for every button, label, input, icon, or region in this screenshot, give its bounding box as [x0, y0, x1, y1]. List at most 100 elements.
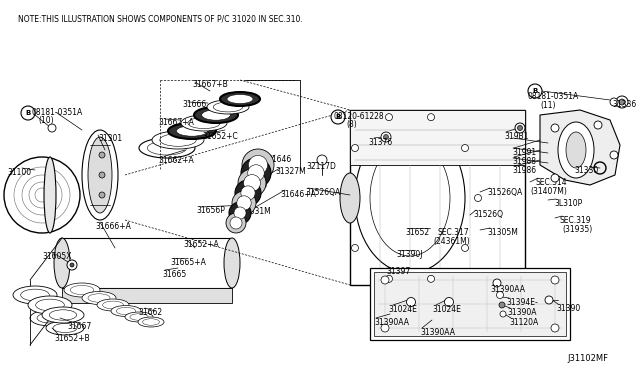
Ellipse shape	[152, 131, 204, 149]
Circle shape	[381, 132, 391, 142]
Circle shape	[493, 279, 501, 287]
Ellipse shape	[558, 122, 594, 178]
Ellipse shape	[248, 165, 264, 181]
Ellipse shape	[82, 292, 116, 305]
Text: 31667+B: 31667+B	[192, 80, 228, 89]
Circle shape	[317, 155, 327, 165]
Bar	[350, 110, 525, 165]
Text: J31102MF: J31102MF	[567, 354, 608, 363]
Ellipse shape	[194, 107, 238, 123]
Circle shape	[331, 110, 345, 124]
Text: SEC.314: SEC.314	[536, 178, 568, 187]
Circle shape	[381, 276, 389, 284]
Circle shape	[428, 114, 435, 121]
Text: 31667: 31667	[67, 322, 92, 331]
Text: 3L310P: 3L310P	[554, 199, 582, 208]
Ellipse shape	[241, 158, 271, 188]
Ellipse shape	[111, 305, 141, 317]
Circle shape	[99, 172, 105, 178]
Ellipse shape	[88, 137, 112, 213]
Bar	[62, 238, 232, 288]
Ellipse shape	[30, 310, 70, 326]
Text: 08181-0351A: 08181-0351A	[528, 92, 579, 101]
Ellipse shape	[207, 100, 249, 114]
Circle shape	[385, 275, 392, 282]
Text: 31526Q: 31526Q	[473, 210, 503, 219]
Ellipse shape	[4, 157, 80, 233]
Text: 31394E-: 31394E-	[506, 298, 538, 307]
Text: 31376: 31376	[368, 138, 392, 147]
Circle shape	[551, 124, 559, 132]
Bar	[374, 272, 566, 336]
Text: (8): (8)	[346, 120, 356, 129]
Text: 31645P: 31645P	[238, 183, 267, 192]
Ellipse shape	[566, 132, 586, 168]
Ellipse shape	[238, 169, 266, 197]
Circle shape	[21, 106, 35, 120]
Text: 31652+A: 31652+A	[183, 240, 219, 249]
Text: B: B	[532, 88, 538, 94]
Text: 31646: 31646	[267, 155, 291, 164]
Text: 31526QA: 31526QA	[487, 188, 522, 197]
Text: 31024E: 31024E	[388, 305, 417, 314]
Text: 31605X: 31605X	[42, 252, 72, 261]
Text: 31390AA: 31390AA	[420, 328, 455, 337]
Circle shape	[351, 145, 358, 151]
Ellipse shape	[234, 207, 246, 219]
Circle shape	[461, 244, 468, 251]
Circle shape	[383, 135, 388, 140]
Polygon shape	[540, 110, 620, 185]
Circle shape	[70, 263, 74, 267]
Ellipse shape	[241, 186, 255, 200]
Text: 31301: 31301	[98, 134, 122, 143]
Ellipse shape	[139, 138, 195, 158]
Circle shape	[610, 98, 618, 106]
Ellipse shape	[168, 123, 216, 139]
Text: 31327M: 31327M	[275, 167, 306, 176]
Text: 31390AA: 31390AA	[490, 285, 525, 294]
Text: (31407M): (31407M)	[530, 187, 567, 196]
Ellipse shape	[44, 157, 56, 233]
Text: 31665+A: 31665+A	[170, 258, 206, 267]
Ellipse shape	[82, 130, 118, 220]
Ellipse shape	[229, 202, 251, 224]
Ellipse shape	[227, 94, 253, 103]
Text: 31652+C: 31652+C	[202, 132, 237, 141]
Ellipse shape	[244, 174, 260, 192]
Ellipse shape	[181, 115, 227, 131]
Circle shape	[619, 99, 625, 105]
Text: 31667+A: 31667+A	[158, 118, 194, 127]
Circle shape	[610, 151, 618, 159]
Circle shape	[99, 152, 105, 158]
Circle shape	[500, 311, 506, 317]
Text: 31390: 31390	[556, 304, 580, 313]
Circle shape	[594, 121, 602, 129]
Text: 31100: 31100	[7, 168, 31, 177]
Text: 31652+B: 31652+B	[54, 334, 90, 343]
Text: 31665: 31665	[162, 270, 186, 279]
Text: 319B1: 319B1	[504, 132, 529, 141]
Text: 31390AA: 31390AA	[374, 318, 409, 327]
Ellipse shape	[248, 155, 268, 174]
Circle shape	[518, 125, 522, 131]
Circle shape	[385, 114, 392, 121]
Text: 31666+A: 31666+A	[95, 222, 131, 231]
Text: 08120-61228: 08120-61228	[334, 112, 385, 121]
Circle shape	[499, 302, 505, 308]
Text: 31662: 31662	[138, 308, 162, 317]
Text: 31390J: 31390J	[396, 250, 422, 259]
Text: NOTE:THIS ILLUSTRATION SHOWS COMPONENTS OF P/C 31020 IN SEC.310.: NOTE:THIS ILLUSTRATION SHOWS COMPONENTS …	[18, 15, 303, 24]
Ellipse shape	[242, 149, 274, 181]
Text: 31986: 31986	[512, 166, 536, 175]
Ellipse shape	[64, 283, 100, 297]
Text: 31646+A: 31646+A	[280, 190, 316, 199]
Circle shape	[551, 324, 559, 332]
Text: 31024E: 31024E	[432, 305, 461, 314]
Circle shape	[351, 244, 358, 251]
Text: 31390A: 31390A	[507, 308, 536, 317]
Ellipse shape	[237, 196, 252, 210]
Circle shape	[497, 292, 504, 298]
Text: 32117D: 32117D	[306, 162, 336, 171]
Ellipse shape	[202, 110, 230, 120]
Text: 31305M: 31305M	[487, 228, 518, 237]
